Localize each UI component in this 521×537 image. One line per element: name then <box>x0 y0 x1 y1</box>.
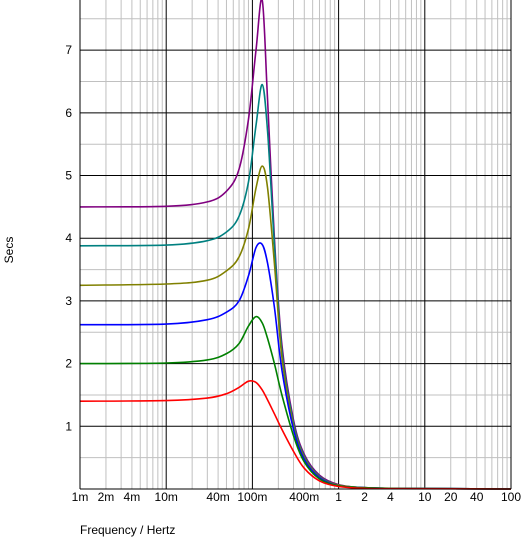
x-tick-label: 1m <box>72 490 89 504</box>
x-axis-title: Frequency / Hertz <box>80 523 175 537</box>
x-tick-label: 1 <box>335 490 342 504</box>
y-tick-label: 7 <box>65 43 72 57</box>
x-tick-label: 400m <box>289 490 319 504</box>
x-tick-label: 2 <box>361 490 368 504</box>
y-tick-label: 5 <box>65 169 72 183</box>
y-axis-title: Secs <box>2 237 16 264</box>
x-tick-label: 40 <box>470 490 484 504</box>
series-line-1 <box>79 0 512 490</box>
y-tick-label: 3 <box>65 294 72 308</box>
x-tick-label: 2m <box>98 490 115 504</box>
x-tick-label: 10m <box>155 490 178 504</box>
x-tick-label: 20 <box>444 490 458 504</box>
major-grid <box>79 0 511 489</box>
series-line-2 <box>79 83 512 490</box>
series-line-6 <box>79 380 512 490</box>
y-tick-label: 6 <box>65 106 72 120</box>
y-tick-label: 1 <box>65 419 72 433</box>
minor-grid <box>80 0 511 489</box>
series-line-4 <box>79 242 512 490</box>
tick-labels: 1m 2m 4m 10m 40m 100m 400m 1 2 4 10 20 40 100 1 2 3 4 5 6 7 <box>65 43 521 504</box>
y-tick-label: 4 <box>65 231 72 245</box>
x-tick-label: 4m <box>124 490 141 504</box>
x-tick-label: 100m <box>237 490 267 504</box>
y-tick-label: 2 <box>65 357 72 371</box>
x-tick-label: 100 <box>501 490 521 504</box>
series-line-5 <box>79 315 512 490</box>
x-tick-label: 40m <box>206 490 229 504</box>
x-tick-label: 4 <box>387 490 394 504</box>
x-tick-label: 10 <box>418 490 432 504</box>
series-layer <box>79 0 512 490</box>
axes <box>79 0 512 490</box>
